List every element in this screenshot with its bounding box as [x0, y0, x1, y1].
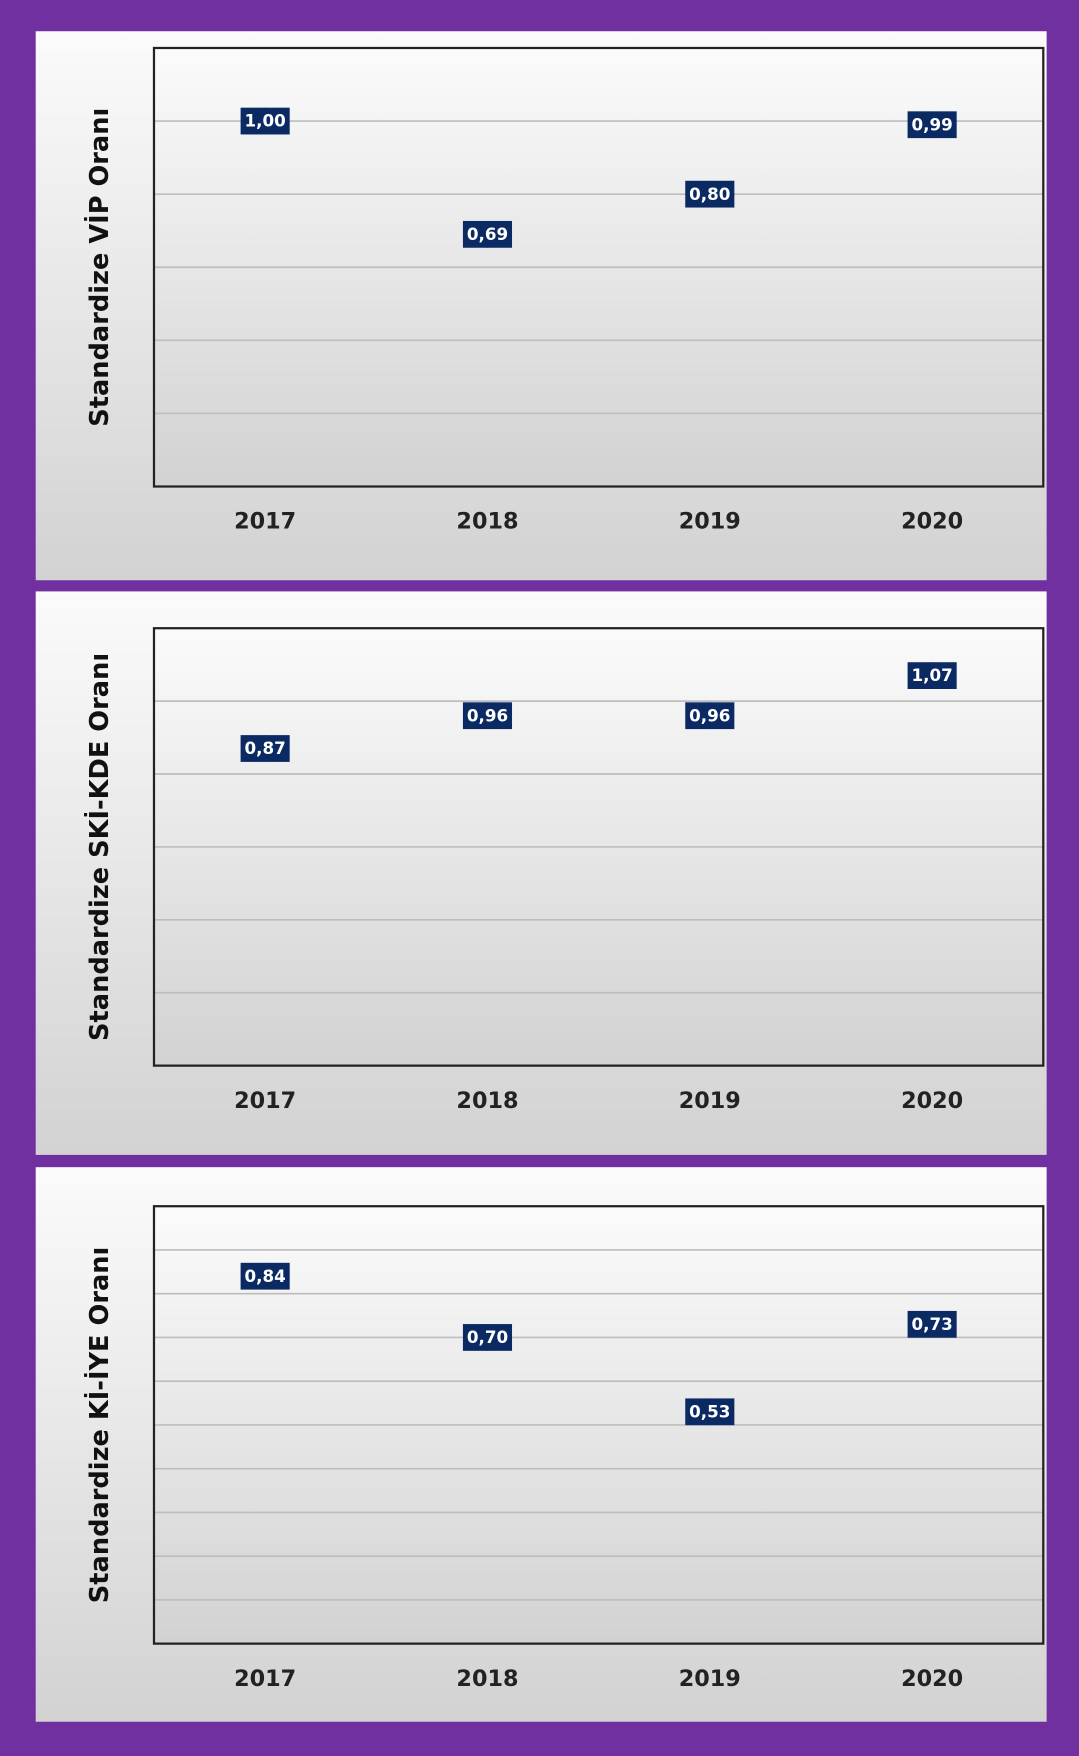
- data-label: 0,87: [245, 738, 286, 758]
- plot-border: [152, 1205, 1045, 1645]
- data-label-box: [907, 1310, 957, 1338]
- x-tick-label: 2020: [901, 1666, 963, 1692]
- data-label-box: [240, 735, 290, 762]
- data-label-box: [240, 1262, 290, 1290]
- data-label: 0,70: [467, 1327, 508, 1347]
- data-label: 1,07: [912, 665, 953, 685]
- y-axis-title: Standardize Kİ-İYE Oranı: [83, 1247, 115, 1604]
- data-label-box: [907, 662, 957, 689]
- x-tick-label: 2017: [234, 1666, 296, 1692]
- data-label-box: [240, 107, 290, 135]
- data-label-box: [685, 702, 735, 730]
- x-tick-label: 2017: [234, 509, 296, 535]
- x-tick-label: 2019: [679, 1088, 741, 1114]
- data-label: 0,99: [912, 114, 953, 134]
- x-tick-label: 2019: [679, 1666, 741, 1692]
- x-tick-label: 2018: [456, 509, 518, 535]
- x-tick-label: 2020: [901, 1088, 963, 1114]
- data-label-box: [685, 1398, 735, 1426]
- data-label: 0,84: [245, 1266, 286, 1286]
- x-tick-label: 2018: [456, 1088, 518, 1114]
- data-label: 0,73: [912, 1314, 953, 1334]
- data-label: 0,80: [689, 184, 730, 204]
- data-label-box: [462, 702, 513, 730]
- y-axis-title: Standardize SKİ-KDE Oranı: [83, 653, 115, 1041]
- data-label: 0,53: [689, 1401, 730, 1421]
- x-tick-label: 2018: [456, 1666, 518, 1692]
- data-label-box: [907, 111, 957, 139]
- data-label-box: [462, 1324, 513, 1351]
- data-label: 0,96: [689, 705, 730, 725]
- x-tick-label: 2020: [901, 509, 963, 535]
- data-label: 0,69: [467, 224, 508, 244]
- data-label-box: [462, 220, 513, 248]
- x-tick-label: 2019: [679, 509, 741, 535]
- plot-border: [152, 46, 1045, 488]
- y-axis-title: Standardize VİP Oranı: [83, 108, 115, 427]
- data-label: 1,00: [245, 111, 286, 131]
- x-tick-label: 2017: [234, 1088, 296, 1114]
- data-label-box: [685, 180, 735, 208]
- plot-border: [152, 627, 1045, 1067]
- data-label: 0,96: [467, 705, 508, 725]
